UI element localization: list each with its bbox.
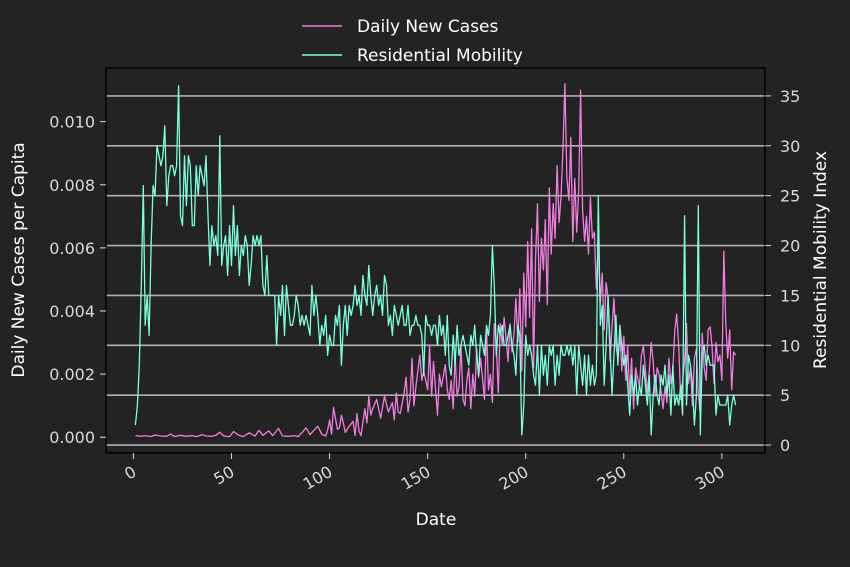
series-layer — [134, 83, 737, 438]
x-tick-label-4: 200 — [496, 462, 532, 494]
x-tick-label-3: 150 — [398, 462, 434, 494]
y-left-tick-label-4: 0.008 — [49, 176, 95, 195]
y-right-tick-label-6: 30 — [780, 137, 800, 156]
y-right-tick-label-2: 10 — [780, 336, 800, 355]
grid-layer — [106, 95, 765, 446]
series-line-mobility — [134, 85, 737, 436]
y-right-tick-label-5: 25 — [780, 187, 800, 206]
y-left-axis-title: Daily New Cases per Capita — [9, 142, 29, 377]
legend-label-mobility: Residential Mobility — [357, 46, 523, 66]
y-right-tick-label-4: 20 — [780, 237, 800, 256]
y-right-tick-label-7: 35 — [780, 87, 800, 106]
x-tick-label-5: 250 — [594, 462, 630, 494]
axes-layer: 0 50 100 150 200 250 3000.0000.0020.0040.0060.… — [49, 87, 800, 494]
plot-frame — [105, 67, 766, 454]
y-left-tick-label-0: 0.000 — [49, 428, 95, 447]
x-tick-label-2: 100 — [300, 462, 336, 494]
x-tick-label-1: 50 — [210, 462, 237, 489]
legend-label-cases: Daily New Cases — [357, 17, 499, 37]
x-tick-label-0: 0 — [121, 462, 139, 484]
x-tick-label-6: 300 — [692, 462, 728, 494]
x-axis-title: Date — [416, 510, 457, 530]
y-left-tick-label-3: 0.006 — [49, 239, 95, 258]
y-right-tick-label-0: 0 — [780, 436, 790, 455]
y-left-tick-label-5: 0.010 — [49, 113, 95, 132]
y-right-tick-label-1: 5 — [780, 386, 790, 405]
series-line-cases — [135, 83, 737, 438]
y-left-tick-label-1: 0.002 — [49, 365, 95, 384]
y-right-tick-label-3: 15 — [780, 286, 800, 305]
legend: Daily New Cases Residential Mobility — [302, 17, 523, 66]
y-left-tick-label-2: 0.004 — [49, 302, 95, 321]
y-right-axis-title: Residential Mobility Index — [811, 151, 831, 369]
